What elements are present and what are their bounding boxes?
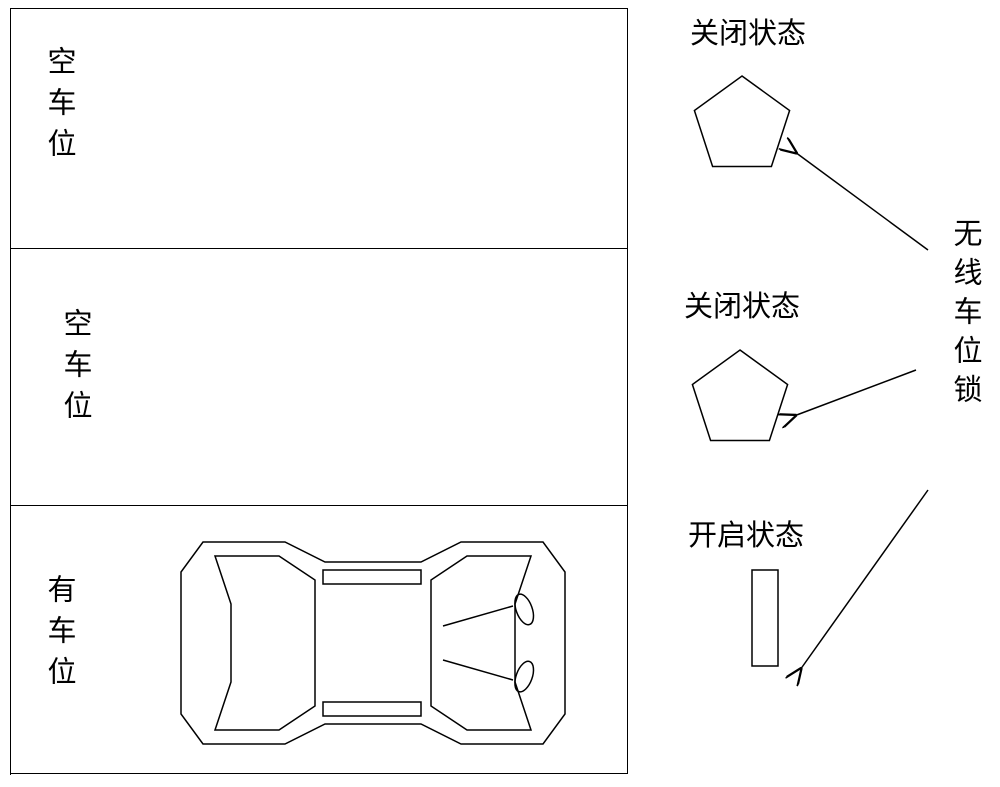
arrows-overlay [0,0,1000,787]
